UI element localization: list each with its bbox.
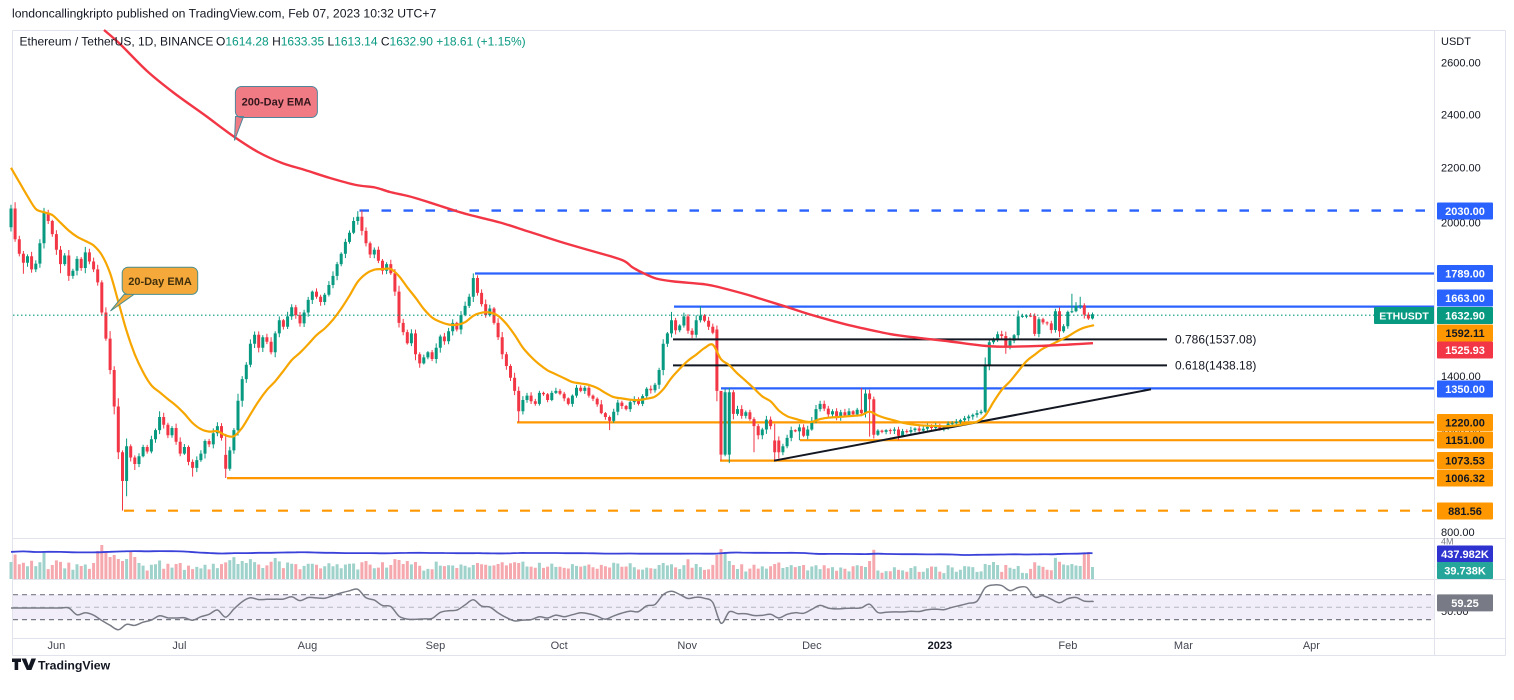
svg-text:59.25: 59.25	[1451, 598, 1479, 610]
svg-text:0.786(1537.08): 0.786(1537.08)	[1175, 333, 1256, 347]
svg-text:Ethereum / TetherUS, 1D, BINAN: Ethereum / TetherUS, 1D, BINANCE	[20, 35, 214, 49]
svg-text:USDT: USDT	[1441, 36, 1471, 48]
svg-text:2000.00: 2000.00	[1441, 218, 1481, 230]
svg-text:O1614.28 H1633.35 L1613.14 C16: O1614.28 H1633.35 L1613.14 C1632.90 +18.…	[216, 35, 526, 49]
svg-text:1789.00: 1789.00	[1445, 269, 1485, 281]
svg-text:Nov: Nov	[677, 640, 697, 652]
svg-text:4M: 4M	[1441, 537, 1454, 547]
svg-text:Feb: Feb	[1058, 640, 1077, 652]
svg-text:Apr: Apr	[1303, 640, 1320, 652]
svg-text:londoncallingkripto published: londoncallingkripto published on Trading…	[12, 7, 436, 21]
svg-text:Oct: Oct	[551, 640, 568, 652]
svg-text:1073.53: 1073.53	[1445, 456, 1485, 468]
svg-text:1663.00: 1663.00	[1445, 293, 1485, 305]
svg-text:39.738K: 39.738K	[1444, 566, 1486, 578]
svg-text:800.00: 800.00	[1441, 527, 1475, 539]
svg-text:437.982K: 437.982K	[1441, 549, 1489, 561]
svg-text:Jun: Jun	[48, 640, 66, 652]
svg-text:2023: 2023	[928, 640, 952, 652]
svg-text:2400.00: 2400.00	[1441, 110, 1481, 122]
svg-text:2600.00: 2600.00	[1441, 58, 1481, 70]
svg-text:1006.32: 1006.32	[1445, 473, 1485, 485]
svg-text:1525.93: 1525.93	[1445, 345, 1485, 357]
svg-text:0.618(1438.18): 0.618(1438.18)	[1175, 359, 1256, 373]
svg-text:881.56: 881.56	[1448, 506, 1482, 518]
svg-text:Dec: Dec	[802, 640, 822, 652]
svg-text:Mar: Mar	[1174, 640, 1193, 652]
svg-text:Jul: Jul	[172, 640, 186, 652]
svg-text:TradingView: TradingView	[38, 659, 111, 673]
svg-text:1632.90: 1632.90	[1445, 311, 1485, 323]
svg-text:1151.00: 1151.00	[1445, 435, 1484, 447]
svg-text:2030.00: 2030.00	[1445, 206, 1485, 218]
svg-text:Sep: Sep	[426, 640, 446, 652]
svg-text:ETHUSDT: ETHUSDT	[1379, 311, 1429, 323]
svg-text:200-Day EMA: 200-Day EMA	[242, 97, 312, 109]
svg-text:1400.00: 1400.00	[1441, 371, 1481, 383]
svg-text:Aug: Aug	[298, 640, 318, 652]
svg-text:2200.00: 2200.00	[1441, 162, 1481, 174]
svg-text:1592.11: 1592.11	[1445, 328, 1484, 340]
svg-text:1220.00: 1220.00	[1445, 418, 1485, 430]
svg-text:1350.00: 1350.00	[1445, 384, 1485, 396]
svg-text:20-Day EMA: 20-Day EMA	[128, 276, 192, 288]
